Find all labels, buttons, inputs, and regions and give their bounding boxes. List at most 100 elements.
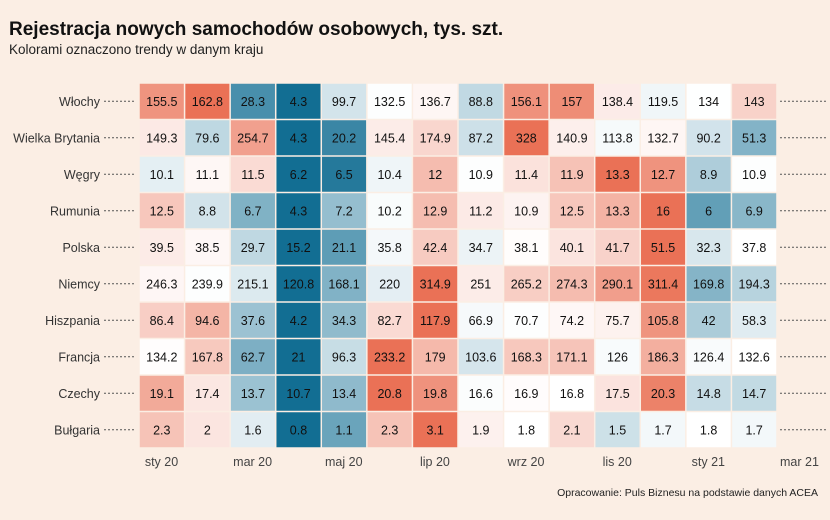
cell-value-label: 174.9 bbox=[420, 131, 451, 145]
row-label: Hiszpania bbox=[45, 314, 100, 328]
cell-value-label: 19.8 bbox=[423, 387, 447, 401]
heatmap-cell bbox=[230, 83, 275, 119]
cell-value-label: 105.8 bbox=[647, 314, 678, 328]
heatmap-cell bbox=[595, 339, 640, 375]
heatmap-cell bbox=[139, 412, 184, 448]
cell-value-label: 132.7 bbox=[647, 131, 678, 145]
cell-value-label: 51.3 bbox=[742, 131, 766, 145]
cell-value-label: 1.1 bbox=[335, 423, 352, 437]
cell-value-label: 6.7 bbox=[244, 204, 261, 218]
heatmap-cell bbox=[185, 266, 230, 302]
cell-value-label: 8.8 bbox=[199, 204, 216, 218]
cell-value-label: 6 bbox=[705, 204, 712, 218]
heatmap-cell bbox=[139, 83, 184, 119]
heatmap-cell bbox=[641, 156, 686, 192]
cell-value-label: 2.1 bbox=[563, 423, 580, 437]
heatmap-cell bbox=[595, 266, 640, 302]
heatmap-cell bbox=[595, 302, 640, 338]
heatmap-cell bbox=[230, 302, 275, 338]
heatmap-cell bbox=[641, 120, 686, 156]
cell-value-label: 62.7 bbox=[241, 350, 265, 364]
cell-value-label: 79.6 bbox=[195, 131, 219, 145]
cell-value-label: 13.7 bbox=[241, 387, 265, 401]
heatmap-cell bbox=[458, 229, 503, 265]
heatmap-cell bbox=[686, 302, 731, 338]
cell-value-label: 113.8 bbox=[602, 131, 632, 145]
cell-value-label: 132.6 bbox=[739, 350, 770, 364]
heatmap-cell bbox=[322, 156, 367, 192]
heatmap-cell bbox=[504, 229, 549, 265]
heatmap-cell bbox=[549, 229, 594, 265]
heatmap-cell bbox=[139, 229, 184, 265]
row-label: Bułgaria bbox=[54, 423, 100, 437]
cell-value-label: 145.4 bbox=[374, 131, 405, 145]
heatmap-cell bbox=[276, 193, 321, 229]
cell-value-label: 20.8 bbox=[377, 387, 401, 401]
heatmap-cell bbox=[595, 120, 640, 156]
heatmap-cell bbox=[549, 193, 594, 229]
cell-value-label: 28.3 bbox=[241, 95, 265, 109]
cell-value-label: 66.9 bbox=[469, 314, 493, 328]
cell-value-label: 11.9 bbox=[560, 168, 583, 182]
heatmap-cell bbox=[276, 156, 321, 192]
cell-value-label: 20.3 bbox=[651, 387, 675, 401]
heatmap-cell bbox=[549, 156, 594, 192]
x-tick-label: sty 21 bbox=[692, 455, 725, 469]
heatmap-cell bbox=[686, 193, 731, 229]
cell-value-label: 274.3 bbox=[556, 277, 587, 291]
x-tick-label: mar 21 bbox=[780, 455, 819, 469]
heatmap-cell bbox=[458, 156, 503, 192]
heatmap-cell bbox=[139, 339, 184, 375]
cell-value-label: 94.6 bbox=[195, 314, 219, 328]
heatmap-cell bbox=[641, 302, 686, 338]
heatmap-cell bbox=[367, 302, 412, 338]
cell-value-label: 10.9 bbox=[742, 168, 766, 182]
heatmap-cell bbox=[732, 339, 777, 375]
cell-value-label: 1.8 bbox=[700, 423, 717, 437]
cell-value-label: 4.2 bbox=[290, 314, 307, 328]
cell-value-label: 32.3 bbox=[696, 241, 720, 255]
row-label: Czechy bbox=[58, 387, 100, 401]
cell-value-label: 13.4 bbox=[332, 387, 356, 401]
heatmap-cell bbox=[595, 412, 640, 448]
cell-value-label: 12 bbox=[428, 168, 442, 182]
cell-value-label: 239.9 bbox=[192, 277, 223, 291]
cell-value-label: 16.9 bbox=[514, 387, 538, 401]
heatmap-cell bbox=[641, 339, 686, 375]
cell-value-label: 4.3 bbox=[290, 95, 307, 109]
heatmap-cell bbox=[367, 412, 412, 448]
cell-value-label: 1.5 bbox=[609, 423, 626, 437]
heatmap-cell bbox=[413, 266, 458, 302]
heatmap-cell bbox=[595, 229, 640, 265]
cell-value-label: 42 bbox=[702, 314, 716, 328]
heatmap-cell bbox=[322, 193, 367, 229]
heatmap-cell bbox=[686, 83, 731, 119]
heatmap-cell bbox=[367, 229, 412, 265]
cell-value-label: 38.1 bbox=[514, 241, 538, 255]
cell-value-label: 2 bbox=[204, 423, 211, 437]
heatmap-cell bbox=[458, 375, 503, 411]
heatmap-cell bbox=[413, 375, 458, 411]
cell-value-label: 215.1 bbox=[237, 277, 268, 291]
cell-value-label: 1.7 bbox=[745, 423, 762, 437]
heatmap-cell bbox=[413, 302, 458, 338]
heatmap-cell bbox=[413, 193, 458, 229]
cell-value-label: 4.3 bbox=[290, 204, 307, 218]
x-tick-label: lis 20 bbox=[603, 455, 632, 469]
cell-value-label: 88.8 bbox=[469, 95, 493, 109]
heatmap-cell bbox=[230, 156, 275, 192]
heatmap-cell bbox=[458, 193, 503, 229]
heatmap-cell bbox=[458, 412, 503, 448]
heatmap-cell bbox=[458, 302, 503, 338]
heatmap-cell bbox=[230, 375, 275, 411]
cell-value-label: 0.8 bbox=[290, 423, 307, 437]
row-label: Francja bbox=[58, 350, 100, 364]
heatmap-cell bbox=[367, 83, 412, 119]
heatmap-cell bbox=[504, 156, 549, 192]
heatmap-cells: 155.5 162.8 28.3 4.3 99.7 132.5 136.7 88.8 156.1… bbox=[139, 83, 777, 448]
cell-value-label: 254.7 bbox=[237, 131, 268, 145]
cell-value-label: 126 bbox=[607, 350, 628, 364]
cell-value-label: 74.2 bbox=[560, 314, 584, 328]
cell-value-label: 186.3 bbox=[647, 350, 678, 364]
cell-value-label: 1.6 bbox=[244, 423, 261, 437]
